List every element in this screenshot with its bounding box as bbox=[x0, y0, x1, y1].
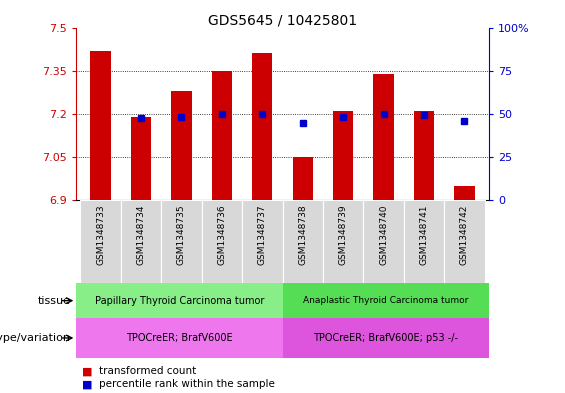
Bar bbox=[404, 200, 444, 283]
Text: ■: ■ bbox=[82, 366, 93, 376]
Bar bbox=[293, 157, 313, 200]
Bar bbox=[252, 53, 272, 200]
Text: Papillary Thyroid Carcinoma tumor: Papillary Thyroid Carcinoma tumor bbox=[95, 296, 264, 306]
Text: GSM1348737: GSM1348737 bbox=[258, 204, 267, 265]
Bar bbox=[171, 91, 192, 200]
Bar bbox=[454, 186, 475, 200]
Text: GSM1348734: GSM1348734 bbox=[137, 204, 145, 265]
Text: GSM1348738: GSM1348738 bbox=[298, 204, 307, 265]
Bar bbox=[282, 318, 489, 358]
Bar bbox=[161, 200, 202, 283]
Bar bbox=[121, 200, 161, 283]
Bar bbox=[282, 200, 323, 283]
Text: GSM1348741: GSM1348741 bbox=[420, 204, 428, 265]
Bar bbox=[373, 73, 394, 200]
Bar bbox=[76, 283, 282, 318]
Text: GSM1348733: GSM1348733 bbox=[96, 204, 105, 265]
Bar bbox=[80, 200, 121, 283]
Text: tissue: tissue bbox=[38, 296, 71, 306]
Bar bbox=[212, 71, 232, 200]
Bar bbox=[242, 200, 282, 283]
Text: GSM1348735: GSM1348735 bbox=[177, 204, 186, 265]
Bar bbox=[414, 111, 434, 200]
Bar bbox=[202, 200, 242, 283]
Bar bbox=[76, 318, 282, 358]
Text: percentile rank within the sample: percentile rank within the sample bbox=[99, 379, 275, 389]
Text: GSM1348742: GSM1348742 bbox=[460, 204, 469, 265]
Bar bbox=[282, 283, 489, 318]
Text: GDS5645 / 10425801: GDS5645 / 10425801 bbox=[208, 14, 357, 28]
Text: Anaplastic Thyroid Carcinoma tumor: Anaplastic Thyroid Carcinoma tumor bbox=[303, 296, 468, 305]
Bar bbox=[323, 200, 363, 283]
Text: TPOCreER; BrafV600E: TPOCreER; BrafV600E bbox=[126, 333, 233, 343]
Text: transformed count: transformed count bbox=[99, 366, 196, 376]
Text: genotype/variation: genotype/variation bbox=[0, 333, 71, 343]
Bar bbox=[131, 117, 151, 200]
Bar bbox=[90, 51, 111, 200]
Bar bbox=[333, 111, 353, 200]
Text: GSM1348740: GSM1348740 bbox=[379, 204, 388, 265]
Bar bbox=[444, 200, 485, 283]
Text: GSM1348739: GSM1348739 bbox=[338, 204, 347, 265]
Bar bbox=[363, 200, 404, 283]
Text: ■: ■ bbox=[82, 379, 93, 389]
Text: GSM1348736: GSM1348736 bbox=[218, 204, 227, 265]
Text: TPOCreER; BrafV600E; p53 -/-: TPOCreER; BrafV600E; p53 -/- bbox=[313, 333, 458, 343]
